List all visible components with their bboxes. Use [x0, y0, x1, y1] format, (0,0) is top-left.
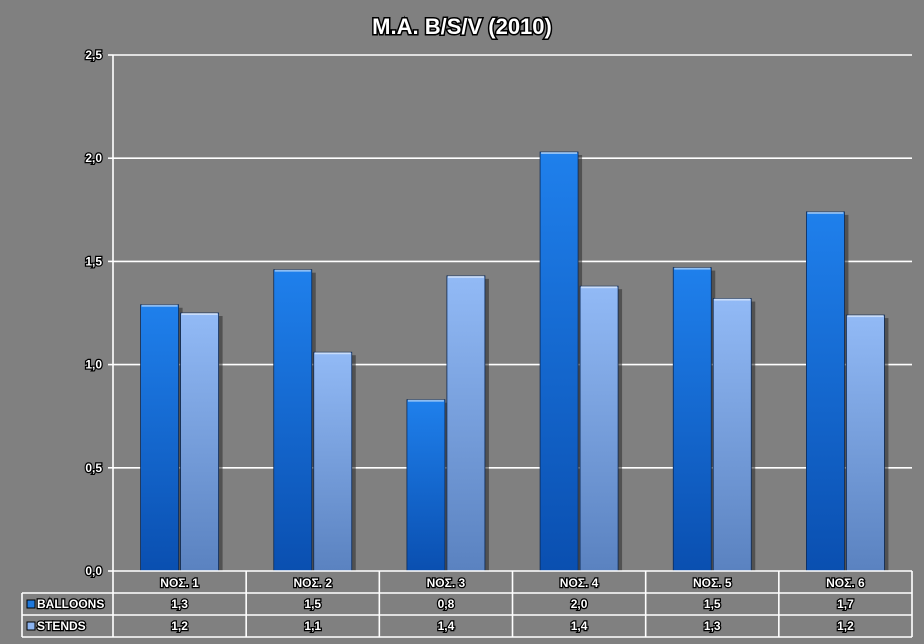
- category-label: ΝΟΣ. 4: [560, 576, 599, 590]
- bar: [140, 304, 179, 572]
- data-label: 1,7: [837, 597, 854, 611]
- bar: [539, 151, 579, 572]
- data-label: 1,2: [837, 619, 854, 633]
- bar: [446, 275, 486, 572]
- bar-highlight: [847, 315, 884, 318]
- category-label: ΝΟΣ. 2: [293, 576, 332, 590]
- bar-highlight: [447, 275, 484, 278]
- legend-key: [26, 621, 36, 631]
- gridlines: [113, 54, 912, 469]
- category-label: ΝΟΣ. 1: [160, 576, 199, 590]
- data-label: 1,3: [704, 619, 721, 633]
- data-label: 2,0: [571, 597, 588, 611]
- bar-highlight: [314, 352, 351, 355]
- chart-title: M.A. B/S/V (2010): [372, 14, 552, 39]
- y-tick-label: 0,5: [85, 461, 102, 475]
- y-tick-label: 2,0: [85, 151, 102, 165]
- category-label: ΝΟΣ. 6: [826, 576, 865, 590]
- legend-label: STENDS: [37, 619, 86, 633]
- y-tick-label: 1,5: [85, 254, 102, 268]
- bar-highlight: [274, 269, 311, 272]
- data-label: 1,5: [704, 597, 721, 611]
- data-label: 1,5: [304, 597, 321, 611]
- bar-highlight: [141, 304, 178, 307]
- bar: [579, 285, 619, 572]
- legend-key: [26, 599, 36, 609]
- bar: [406, 399, 446, 572]
- bar: [712, 298, 752, 572]
- data-label: 1,3: [171, 597, 188, 611]
- bar: [806, 211, 845, 572]
- category-label: ΝΟΣ. 5: [693, 576, 732, 590]
- bar-highlight: [714, 298, 751, 301]
- bar: [313, 351, 353, 572]
- bars: [140, 151, 889, 572]
- bar: [180, 312, 219, 572]
- y-tick-label: 1,0: [85, 358, 102, 372]
- data-label: 1,4: [438, 619, 455, 633]
- bar-highlight: [407, 399, 444, 402]
- bar-highlight: [181, 313, 218, 315]
- bar-highlight: [807, 211, 844, 214]
- bar: [273, 269, 313, 572]
- bar-highlight: [581, 286, 618, 289]
- bar-highlight: [674, 267, 711, 270]
- data-label: 0,8: [438, 597, 455, 611]
- legend-label: BALLOONS: [37, 597, 104, 611]
- bar: [672, 267, 712, 572]
- data-table: ΝΟΣ. 1 ΝΟΣ. 2 ΝΟΣ. 3 ΝΟΣ. 4 ΝΟΣ. 5 ΝΟΣ. 6 BALL…: [21, 570, 913, 638]
- bar-highlight: [541, 152, 578, 155]
- y-axis: 0,0 0,5 1,0 1,5 2,0 2,5: [84, 47, 114, 579]
- data-label: 1,4: [571, 619, 588, 633]
- category-label: ΝΟΣ. 3: [427, 576, 466, 590]
- data-label: 1,1: [304, 619, 321, 633]
- y-tick-label: 0,0: [85, 564, 102, 578]
- bar: [846, 314, 885, 572]
- y-tick-label: 2,5: [85, 48, 102, 62]
- data-label: 1,2: [171, 619, 188, 633]
